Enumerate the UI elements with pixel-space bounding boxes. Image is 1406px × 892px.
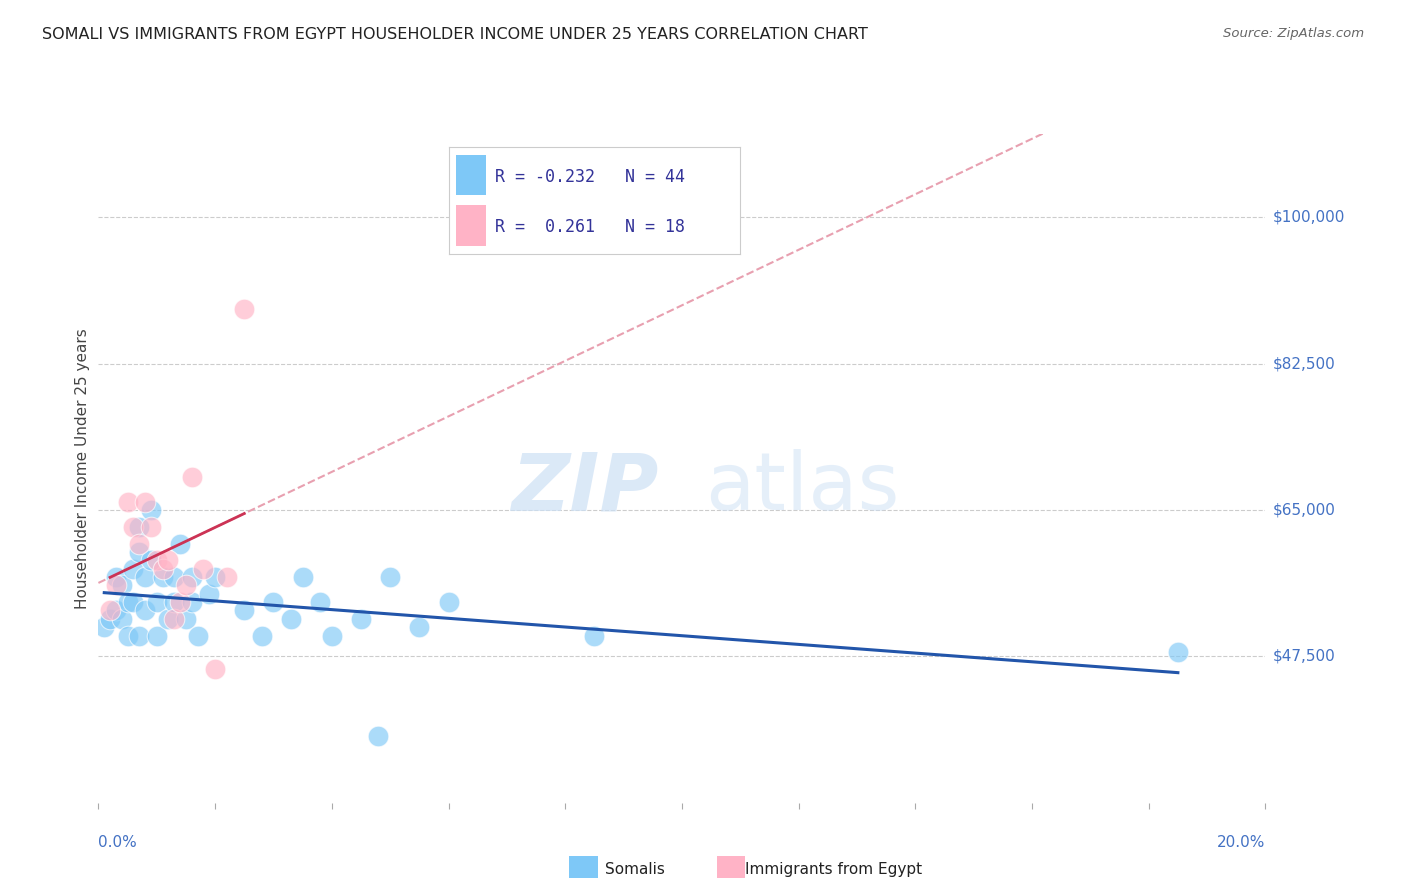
Text: R =  0.261   N = 18: R = 0.261 N = 18 — [495, 219, 685, 236]
Point — [198, 587, 221, 601]
Point — [104, 578, 127, 592]
Point — [111, 612, 134, 626]
Point — [98, 603, 121, 617]
Point — [152, 562, 174, 576]
Point — [309, 595, 332, 609]
Point — [163, 570, 186, 584]
Text: ZIP: ZIP — [512, 450, 658, 527]
Point — [157, 612, 180, 626]
Text: $47,500: $47,500 — [1272, 649, 1336, 664]
Point — [163, 612, 186, 626]
Point — [139, 520, 162, 534]
Text: Immigrants from Egypt: Immigrants from Egypt — [745, 863, 922, 877]
Point — [134, 603, 156, 617]
Text: atlas: atlas — [706, 450, 900, 527]
Point — [128, 545, 150, 559]
Point — [215, 570, 238, 584]
Point — [152, 570, 174, 584]
Point — [280, 612, 302, 626]
Point — [169, 536, 191, 550]
Point — [174, 578, 197, 592]
Point — [204, 662, 226, 676]
Point — [233, 603, 256, 617]
Y-axis label: Householder Income Under 25 years: Householder Income Under 25 years — [75, 328, 90, 608]
Point — [134, 495, 156, 509]
Point — [321, 628, 343, 642]
Point — [583, 628, 606, 642]
Point — [146, 628, 169, 642]
Point — [437, 595, 460, 609]
Point — [187, 628, 209, 642]
Point — [262, 595, 284, 609]
Point — [139, 503, 162, 517]
Point — [1167, 645, 1189, 659]
Point — [174, 612, 197, 626]
Text: 20.0%: 20.0% — [1218, 836, 1265, 850]
Point — [233, 302, 256, 317]
Point — [139, 553, 162, 567]
Point — [134, 570, 156, 584]
Point — [122, 520, 145, 534]
Point — [111, 578, 134, 592]
Point — [117, 595, 139, 609]
Point — [157, 553, 180, 567]
Text: SOMALI VS IMMIGRANTS FROM EGYPT HOUSEHOLDER INCOME UNDER 25 YEARS CORRELATION CH: SOMALI VS IMMIGRANTS FROM EGYPT HOUSEHOL… — [42, 27, 868, 42]
Text: Source: ZipAtlas.com: Source: ZipAtlas.com — [1223, 27, 1364, 40]
Point — [250, 628, 273, 642]
Point — [128, 536, 150, 550]
Point — [93, 620, 115, 634]
Point — [169, 595, 191, 609]
Point — [128, 520, 150, 534]
Point — [104, 603, 127, 617]
Text: $100,000: $100,000 — [1272, 210, 1344, 225]
Point — [204, 570, 226, 584]
Point — [291, 570, 314, 584]
Point — [146, 553, 169, 567]
Point — [146, 595, 169, 609]
Text: $65,000: $65,000 — [1272, 502, 1336, 517]
Text: R = -0.232   N = 44: R = -0.232 N = 44 — [495, 169, 685, 186]
Point — [98, 612, 121, 626]
Text: Somalis: Somalis — [605, 863, 665, 877]
Point — [350, 612, 373, 626]
Point — [193, 562, 215, 576]
Point — [128, 628, 150, 642]
Point — [117, 628, 139, 642]
Point — [122, 595, 145, 609]
Point — [180, 595, 202, 609]
Point — [163, 595, 186, 609]
Point — [378, 570, 402, 584]
Text: 0.0%: 0.0% — [98, 836, 138, 850]
Point — [408, 620, 430, 634]
Point — [104, 570, 127, 584]
Text: $82,500: $82,500 — [1272, 356, 1336, 371]
Point — [180, 469, 202, 483]
Point — [117, 495, 139, 509]
Point — [367, 729, 389, 743]
Point — [122, 562, 145, 576]
Point — [180, 570, 202, 584]
